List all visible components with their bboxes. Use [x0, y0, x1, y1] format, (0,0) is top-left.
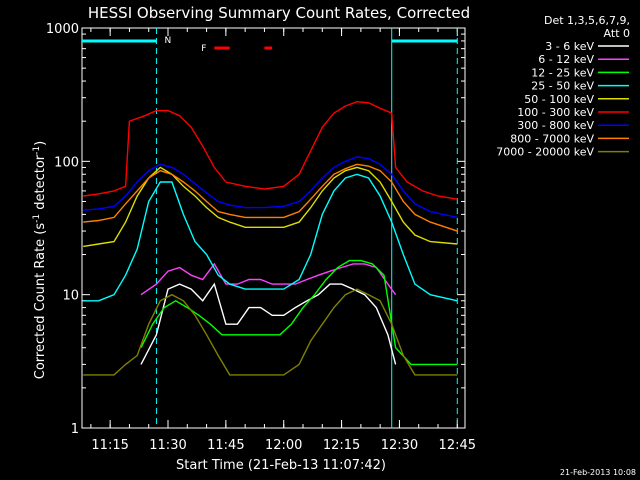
- legend-label: 100 - 300 keV: [517, 106, 594, 119]
- y-tick-label: 1000: [46, 22, 79, 37]
- legend-label: 50 - 100 keV: [524, 93, 594, 106]
- x-tick-label: 12:30: [381, 438, 418, 453]
- y-axis-label: Corrected Count Rate (s-1 detector-1): [32, 141, 48, 379]
- series-line-5: [83, 166, 458, 248]
- legend-label: 300 - 800 keV: [517, 119, 594, 132]
- footer-timestamp: 21-Feb-2013 10:08: [560, 468, 636, 477]
- series-line-6: [83, 100, 458, 200]
- legend-label: 6 - 12 keV: [538, 53, 594, 66]
- y-axis-label-end: ): [33, 141, 48, 146]
- flare-label: F: [201, 44, 206, 54]
- x-tick-label: 11:15: [91, 438, 128, 453]
- y-tick-label: 100: [54, 155, 79, 170]
- series-line-4: [83, 173, 458, 302]
- chart-title: HESSI Observing Summary Count Rates, Cor…: [88, 4, 470, 22]
- legend-label: 12 - 25 keV: [531, 66, 594, 79]
- series-line-2: [140, 262, 397, 296]
- series-line-9: [83, 288, 458, 376]
- series-line-1: [140, 282, 397, 365]
- legend-label: 3 - 6 keV: [545, 40, 594, 53]
- series-line-7: [83, 156, 458, 219]
- legend-title-2: Att 0: [604, 27, 630, 40]
- x-axis-label: Start Time (21-Feb-13 11:07:42): [176, 458, 386, 473]
- legend-label: 25 - 50 keV: [531, 80, 594, 93]
- y-axis-label-sup1: -1: [32, 214, 42, 223]
- x-tick-label: 12:15: [323, 438, 360, 453]
- x-tick-label: 11:30: [149, 438, 186, 453]
- series-line-3: [140, 259, 458, 366]
- series-line-8: [83, 163, 458, 232]
- x-tick-label: 12:00: [265, 438, 302, 453]
- y-axis-label-mid: detector: [33, 154, 48, 214]
- plot-frame: [81, 27, 466, 429]
- legend-label: 800 - 7000 keV: [510, 132, 594, 145]
- y-axis-label-main: Corrected Count Rate (s: [33, 223, 48, 380]
- legend-title-1: Det 1,3,5,6,7,9,: [544, 14, 630, 27]
- x-tick-label: 12:45: [439, 438, 476, 453]
- y-axis-label-sup2: -1: [32, 146, 42, 155]
- plot-area: 1 10 100 1000 11:15 11:30 11:45 12:00 12:15 12:30…: [46, 22, 476, 453]
- night-label: N: [164, 36, 171, 46]
- legend-label: 7000 - 20000 keV: [496, 146, 594, 159]
- x-tick-label: 11:45: [207, 438, 244, 453]
- y-tick-label: 10: [62, 289, 79, 304]
- y-tick-label: 1: [71, 422, 79, 437]
